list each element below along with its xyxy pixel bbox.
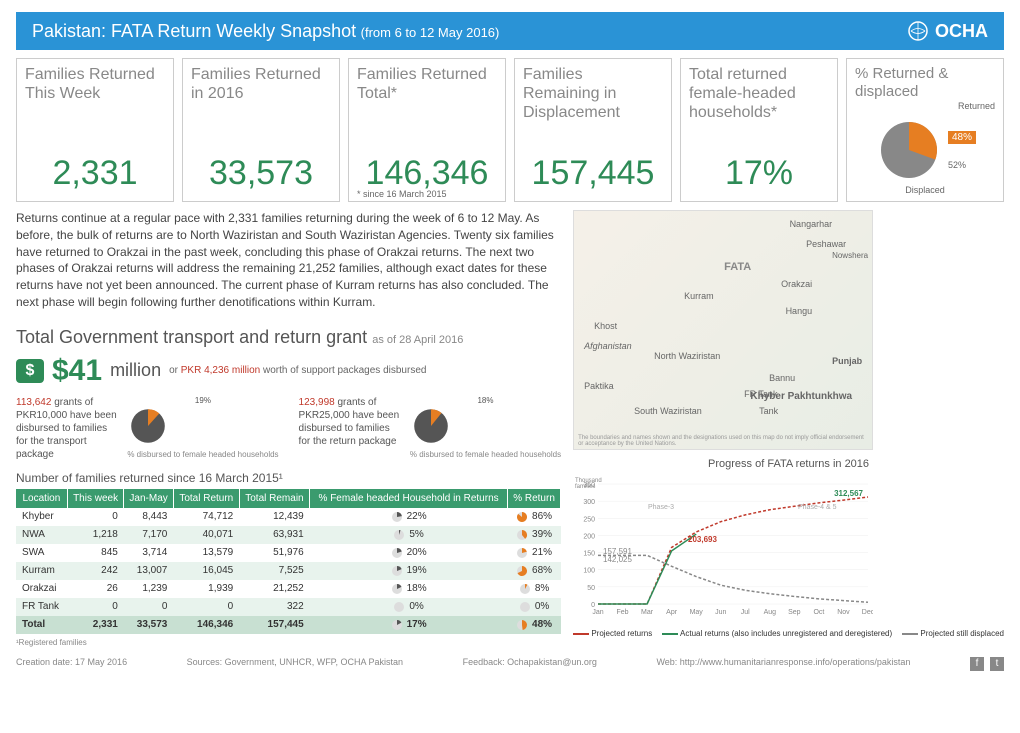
grant-title-sub: as of 28 April 2016 <box>372 334 463 346</box>
chart-title: Progress of FATA returns in 2016 <box>573 458 1004 470</box>
mini-pie-icon <box>127 405 169 447</box>
sources: Sources: Government, UNHCR, WFP, OCHA Pa… <box>187 657 403 671</box>
pie-chart-icon <box>874 115 944 185</box>
right-col: Nangarhar Peshawar Nowshera FATA Orakzai… <box>573 210 1004 651</box>
dist2-pct: 18% <box>410 396 561 405</box>
svg-text:Jan: Jan <box>592 609 603 616</box>
stat-label: Families Returned This Week <box>25 65 165 103</box>
table-title: Number of families returned since 16 Mar… <box>16 471 561 485</box>
stat-note: * since 16 March 2015 <box>357 189 447 199</box>
stat-card: Families Returned This Week 2,331 <box>16 58 174 202</box>
facebook-icon[interactable]: f <box>970 657 984 671</box>
svg-text:Jun: Jun <box>715 609 726 616</box>
footer: Creation date: 17 May 2016 Sources: Gove… <box>16 657 1004 671</box>
web-link[interactable]: Web: http://www.humanitarianresponse.inf… <box>656 657 910 671</box>
stat-value: 33,573 <box>183 154 339 193</box>
svg-text:0: 0 <box>591 602 595 609</box>
ocha-logo: OCHA <box>907 20 988 42</box>
map-disclaimer: The boundaries and names shown and the d… <box>578 435 868 447</box>
chart-legend: Projected returns Actual returns (also i… <box>573 629 1004 638</box>
returns-table: LocationThis weekJan-MayTotal ReturnTota… <box>16 489 561 634</box>
svg-text:312,567: 312,567 <box>834 489 863 498</box>
stat-card: Families Remaining in Displacement 157,4… <box>514 58 672 202</box>
pie-card: % Returned & displaced Returned 48% 52% … <box>846 58 1004 202</box>
stats-row: Families Returned This Week 2,331 Famili… <box>16 58 1004 202</box>
logo-text: OCHA <box>935 21 988 42</box>
dollar-icon: $ <box>16 359 44 383</box>
returned-pct: 48% <box>948 131 976 144</box>
creation-date: Creation date: 17 May 2016 <box>16 657 127 671</box>
svg-text:200: 200 <box>583 533 595 540</box>
dist-note: % disbursed to female headed households <box>410 450 561 459</box>
narrative-text: Returns continue at a regular pace with … <box>16 210 561 311</box>
footnote: ¹Registered families <box>16 638 561 647</box>
stat-card: Families Returned Total* 146,346 * since… <box>348 58 506 202</box>
svg-text:203,693: 203,693 <box>688 535 717 544</box>
header-title: Pakistan: FATA Return Weekly Snapshot <box>32 21 356 41</box>
map-area: Nangarhar Peshawar Nowshera FATA Orakzai… <box>573 210 873 450</box>
svg-text:May: May <box>690 609 704 616</box>
svg-text:300: 300 <box>583 499 595 506</box>
grant-amount-row: $ $41 million or PKR 4,236 million worth… <box>16 354 561 388</box>
svg-text:100: 100 <box>583 568 595 575</box>
svg-text:Sep: Sep <box>788 609 801 616</box>
stat-label: Total returned female-headed households* <box>689 65 829 123</box>
svg-text:Feb: Feb <box>617 609 629 616</box>
grant-title-text: Total Government transport and return gr… <box>16 327 367 347</box>
svg-text:Dec: Dec <box>862 609 873 616</box>
svg-text:Aug: Aug <box>764 609 777 616</box>
svg-text:Phase-3: Phase-3 <box>648 504 674 511</box>
header-bar: Pakistan: FATA Return Weekly Snapshot (f… <box>16 12 1004 50</box>
stat-card: Total returned female-headed households*… <box>680 58 838 202</box>
svg-text:50: 50 <box>587 585 595 592</box>
stat-value: 157,445 <box>515 154 671 193</box>
dist-note: % disbursed to female headed households <box>127 450 278 459</box>
header-subtitle: (from 6 to 12 May 2016) <box>361 25 500 40</box>
distribution-row: 113,642 grants of PKR10,000 have been di… <box>16 396 561 461</box>
grant-title: Total Government transport and return gr… <box>16 327 561 348</box>
displaced-label: Displaced <box>855 185 995 195</box>
svg-text:Jul: Jul <box>741 609 750 616</box>
svg-text:150: 150 <box>583 551 595 558</box>
dist1-text: 113,642 grants of PKR10,000 have been di… <box>16 396 119 461</box>
mini-pie-icon <box>410 405 452 447</box>
un-emblem-icon <box>907 20 929 42</box>
svg-text:families: families <box>575 484 595 490</box>
svg-text:Apr: Apr <box>666 609 678 616</box>
svg-text:250: 250 <box>583 516 595 523</box>
header-title-wrap: Pakistan: FATA Return Weekly Snapshot (f… <box>32 21 499 42</box>
svg-text:Nov: Nov <box>837 609 850 616</box>
grant-amount: $41 <box>52 354 102 388</box>
displaced-pct: 52% <box>948 160 976 170</box>
svg-text:Phase-4 & 5: Phase-4 & 5 <box>798 504 837 511</box>
stat-value: 146,346 <box>349 154 505 193</box>
dist1-pct: 19% <box>127 396 278 405</box>
stat-label: Families Remaining in Displacement <box>523 65 663 123</box>
svg-text:Mar: Mar <box>641 609 654 616</box>
twitter-icon[interactable]: t <box>990 657 1004 671</box>
stat-value: 17% <box>681 154 837 193</box>
stat-label: Families Returned in 2016 <box>191 65 331 103</box>
svg-text:157,591: 157,591 <box>603 547 632 556</box>
pie-label: % Returned & displaced <box>855 65 995 101</box>
svg-text:Oct: Oct <box>814 609 825 616</box>
grant-pkr: or PKR 4,236 million worth of support pa… <box>169 365 426 376</box>
stat-value: 2,331 <box>17 154 173 193</box>
stat-card: Families Returned in 2016 33,573 <box>182 58 340 202</box>
returned-label: Returned <box>855 101 995 111</box>
grant-million: million <box>110 360 161 381</box>
progress-chart: Progress of FATA returns in 2016 0 50 100 1… <box>573 458 1004 638</box>
line-chart: 050100150200250300350JanFebMarAprMayJunJ… <box>573 474 873 624</box>
svg-text:142,025: 142,025 <box>603 555 632 564</box>
feedback: Feedback: Ochapakistan@un.org <box>463 657 597 671</box>
stat-label: Families Returned Total* <box>357 65 497 103</box>
dist2-text: 123,998 grants of PKR25,000 have been di… <box>299 396 402 461</box>
